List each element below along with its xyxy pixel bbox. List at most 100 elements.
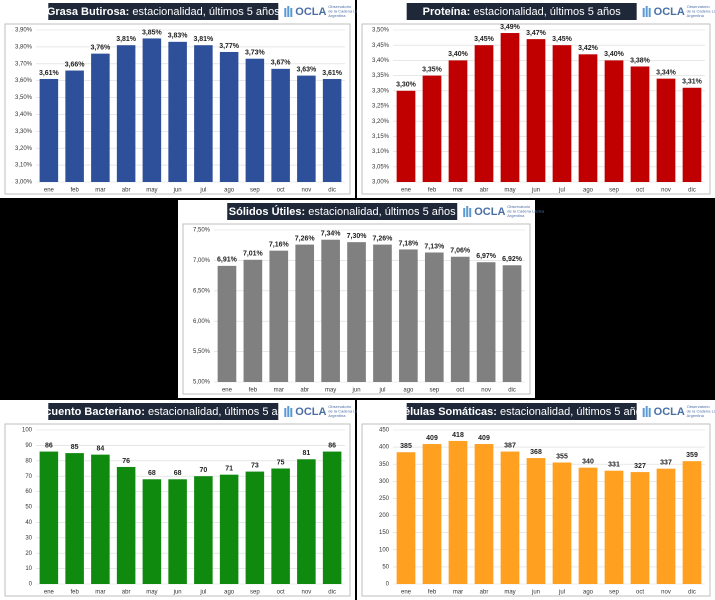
y-tick-label: 6,50% (193, 288, 211, 294)
value-label: 359 (686, 452, 698, 459)
x-tick-label: may (504, 590, 515, 596)
value-label: 3,61% (322, 70, 343, 77)
bar (396, 90, 416, 182)
x-tick-label: ene (44, 188, 55, 194)
value-label: 387 (504, 442, 516, 449)
x-tick-label: jul (558, 590, 565, 596)
logo-icon (290, 408, 293, 417)
title-rest: estacionalidad, últimos 5 años (148, 406, 296, 418)
x-tick-label: sep (609, 590, 619, 596)
logo-line: de la Cadena Láctea (687, 9, 715, 14)
value-label: 3,63% (296, 66, 317, 73)
value-label: 3,40% (448, 51, 469, 58)
value-label: 3,40% (604, 51, 625, 58)
y-tick-label: 3,30% (15, 129, 33, 135)
y-tick-label: 50 (25, 505, 32, 511)
y-tick-label: 100 (379, 547, 390, 553)
x-tick-label: sep (250, 590, 260, 596)
y-tick-label: 3,30% (372, 88, 390, 94)
x-tick-label: nov (481, 388, 491, 394)
value-label: 3,61% (39, 70, 60, 77)
value-label: 3,34% (656, 69, 677, 76)
bar (578, 467, 598, 584)
x-tick-label: abr (122, 590, 131, 596)
bar (194, 476, 213, 584)
y-tick-label: 3,15% (372, 134, 390, 140)
y-tick-label: 7,50% (193, 228, 211, 234)
value-label: 75 (277, 459, 285, 466)
logo-line: Observatorio (328, 4, 352, 9)
x-tick-label: sep (250, 188, 260, 194)
y-tick-label: 0 (386, 582, 390, 588)
value-label: 6,97% (476, 253, 497, 260)
y-tick-label: 5,00% (193, 380, 211, 386)
bar (682, 87, 702, 182)
logo-name: OCLA (474, 206, 505, 218)
x-tick-label: sep (429, 388, 439, 394)
value-label: 85 (71, 444, 79, 451)
x-tick-label: may (325, 388, 336, 394)
x-tick-label: oct (636, 590, 644, 596)
logo-line: Argentina (687, 413, 705, 418)
bar (297, 459, 316, 584)
x-tick-label: ene (222, 388, 233, 394)
x-tick-label: dic (508, 388, 516, 394)
x-tick-label: jun (531, 590, 540, 596)
value-label: 3,47% (526, 30, 547, 37)
logo-icon (642, 408, 645, 417)
bar (502, 265, 522, 382)
x-tick-label: oct (456, 388, 464, 394)
y-tick-label: 3,00% (15, 180, 33, 186)
value-label: 68 (148, 470, 156, 477)
bar (243, 259, 263, 382)
chart-title: Grasa Butirosa: estacionalidad, últimos … (47, 6, 280, 18)
x-tick-label: jun (173, 590, 182, 596)
logo-icon (466, 206, 469, 217)
y-tick-label: 3,50% (372, 28, 390, 34)
y-tick-label: 50 (382, 564, 389, 570)
value-label: 7,30% (347, 233, 368, 240)
x-tick-label: jul (558, 188, 565, 194)
bar (39, 78, 59, 182)
logo-icon (287, 406, 290, 417)
title-bold: Grasa Butirosa: (47, 6, 130, 18)
plot-frame (4, 423, 351, 597)
value-label: 7,18% (398, 240, 419, 247)
logo-line: de la Cadena Láctea (328, 409, 366, 414)
x-tick-label: ago (224, 188, 235, 194)
y-tick-label: 3,20% (15, 146, 33, 152)
y-tick-label: 250 (379, 496, 390, 502)
y-tick-label: 3,45% (372, 43, 390, 49)
value-label: 3,67% (271, 60, 292, 67)
value-label: 418 (452, 432, 464, 439)
y-tick-label: 350 (379, 462, 390, 468)
y-tick-label: 20 (25, 551, 32, 557)
y-tick-label: 450 (379, 428, 390, 434)
x-tick-label: mar (95, 188, 105, 194)
bar (271, 468, 290, 584)
logo-icon (463, 208, 466, 217)
bar (396, 452, 416, 584)
x-tick-label: ene (401, 188, 412, 194)
title-bold: Células Somáticas: (396, 406, 497, 418)
bar (116, 45, 136, 183)
value-label: 3,38% (630, 57, 651, 64)
x-tick-label: ago (583, 590, 594, 596)
y-tick-label: 3,10% (372, 149, 390, 155)
value-label: 337 (660, 460, 672, 467)
value-label: 355 (556, 453, 568, 460)
x-tick-label: oct (277, 188, 285, 194)
value-label: 6,92% (502, 256, 523, 263)
value-label: 81 (302, 450, 310, 457)
x-tick-label: dic (328, 188, 336, 194)
bar (219, 474, 239, 584)
title-box (227, 203, 458, 220)
x-tick-label: sep (609, 188, 619, 194)
x-tick-label: dic (688, 188, 696, 194)
x-tick-label: mar (95, 590, 105, 596)
value-label: 3,42% (578, 45, 599, 52)
value-label: 3,31% (682, 79, 703, 86)
value-label: 7,16% (269, 242, 290, 249)
